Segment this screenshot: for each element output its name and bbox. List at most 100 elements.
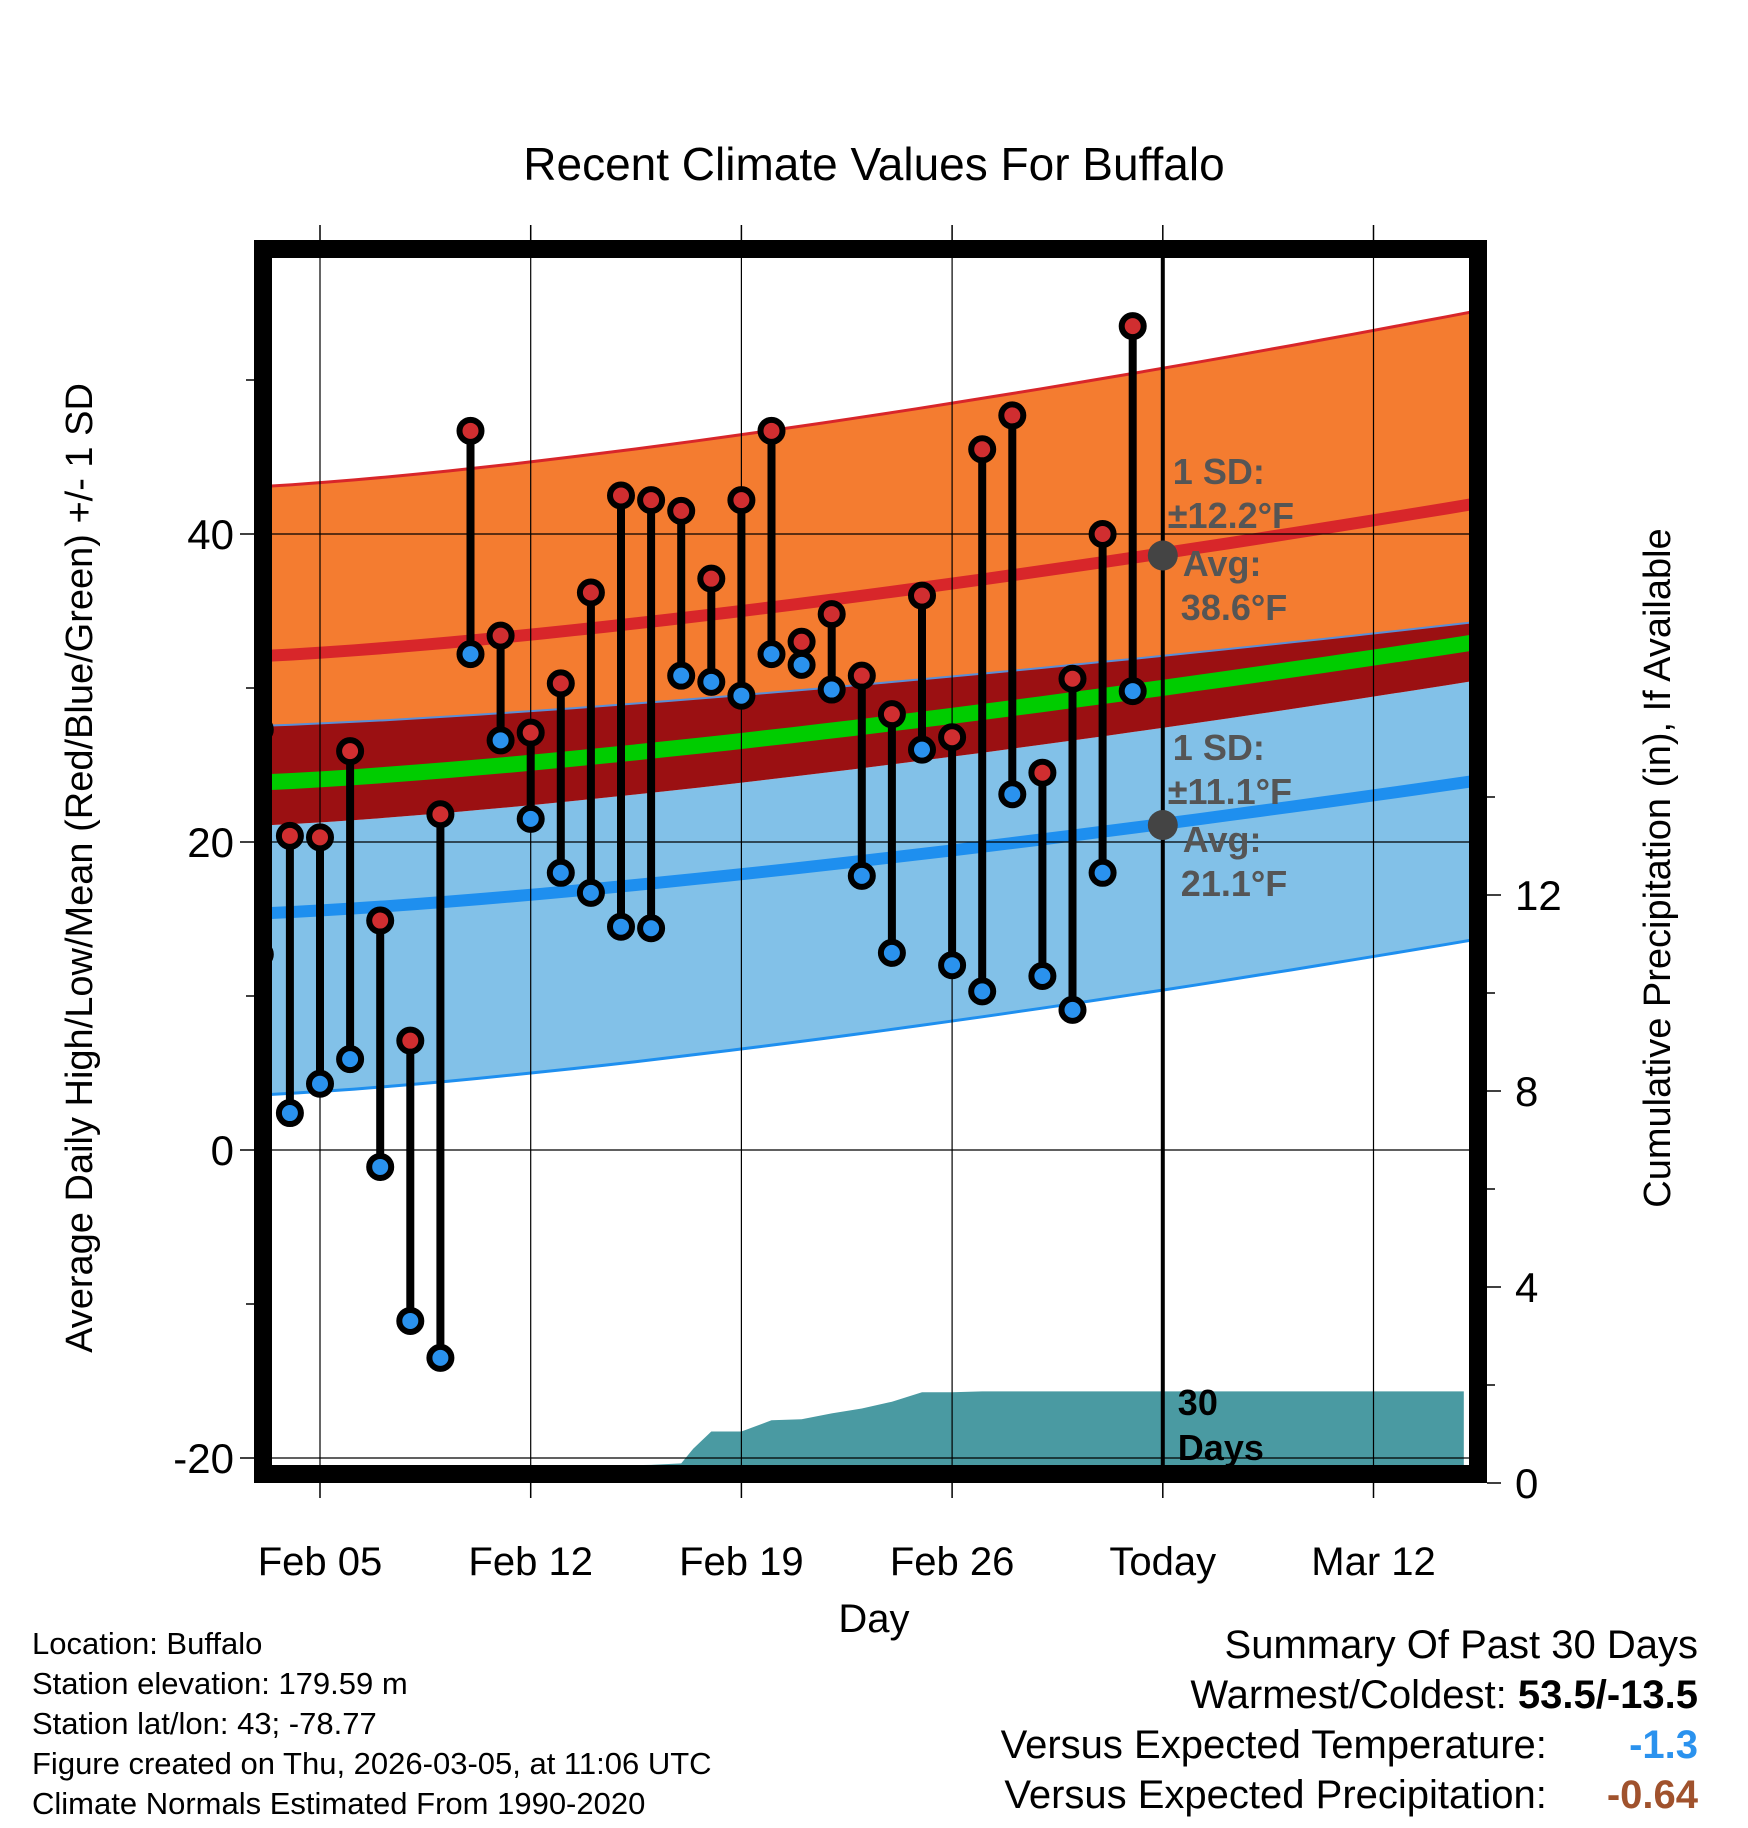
daily-high-point xyxy=(306,823,334,852)
latlon-text: Station lat/lon: 43; -78.77 xyxy=(32,1706,377,1741)
daily-high-point xyxy=(697,564,726,593)
high-avg-value: 38.6°F xyxy=(1181,587,1287,628)
normal-mean-line xyxy=(263,633,1478,791)
daily-high-point xyxy=(817,600,846,629)
y-tick-label-right: 4 xyxy=(1515,1264,1538,1311)
daily-low-point xyxy=(908,735,936,764)
daily-high-point xyxy=(938,723,967,752)
y-tick-label-left: 20 xyxy=(187,819,234,866)
low-sd-value: ±11.1°F xyxy=(1168,771,1292,812)
daily-high-point xyxy=(1028,758,1057,787)
daily-low-point xyxy=(275,1099,304,1128)
daily-low-point xyxy=(1058,995,1087,1024)
temp-value: -1.3 xyxy=(1629,1723,1698,1767)
low-avg-marker xyxy=(1147,810,1178,841)
plot-frame xyxy=(254,240,1487,1483)
normals-text: Climate Normals Estimated From 1990-2020 xyxy=(32,1786,646,1821)
daily-low-point xyxy=(1028,961,1057,990)
precip-label: Versus Expected Precipitation: xyxy=(1004,1773,1547,1817)
plot-area: -20 0 20 40 0 4 8 12 Feb 05 Feb 12 Feb 19 Feb 26 Tod… xyxy=(173,225,1562,1584)
summary-title: Summary Of Past 30 Days xyxy=(1224,1623,1698,1667)
summary-temp-row: Versus Expected Temperature: -1.3 xyxy=(1001,1720,1698,1770)
daily-high-point xyxy=(637,486,666,515)
daily-high-point xyxy=(787,627,816,656)
daily-high-point xyxy=(516,718,545,747)
daily-low-point xyxy=(396,1306,425,1335)
daily-high-point xyxy=(1088,520,1117,548)
daily-high-point xyxy=(847,661,876,690)
high-sd-value: ±12.2°F xyxy=(1168,495,1294,536)
daily-low-point xyxy=(968,977,997,1006)
warmest-label: Warmest/Coldest: xyxy=(1190,1673,1507,1717)
location-text: Location: Buffalo xyxy=(32,1626,263,1661)
y-axis-right-label: Cumulative Precipitation (in), If Availa… xyxy=(1637,528,1679,1207)
daily-high-point xyxy=(396,1026,425,1055)
y-tick-label-right: 0 xyxy=(1515,1460,1538,1507)
daily-low-point xyxy=(366,1152,395,1181)
x-tick-label: Feb 26 xyxy=(890,1540,1015,1584)
daily-low-point xyxy=(637,914,666,943)
daily-low-point xyxy=(516,804,545,833)
daily-high-point xyxy=(546,669,575,698)
x-axis-label: Day xyxy=(838,1597,909,1641)
normal-low-band xyxy=(263,680,1478,1095)
x-tick-label: Today xyxy=(1109,1540,1216,1584)
daily-high-point xyxy=(336,737,365,766)
y-tick-label-left: -20 xyxy=(173,1435,234,1482)
daily-high-point xyxy=(275,821,304,850)
summary-precip-row: Versus Expected Precipitation: -0.64 xyxy=(1001,1770,1698,1820)
temp-label: Versus Expected Temperature: xyxy=(1000,1723,1547,1767)
daily-low-point xyxy=(847,861,876,890)
y-tick-label-right: 12 xyxy=(1515,872,1562,919)
daily-high-point xyxy=(607,481,635,510)
daily-high-point xyxy=(877,700,906,729)
daily-high-point xyxy=(908,581,936,610)
daily-high-point xyxy=(1118,312,1147,341)
plot-inner xyxy=(263,249,1478,1474)
low-avg-value: 21.1°F xyxy=(1181,863,1287,904)
daily-high-point xyxy=(576,578,605,607)
low-sd-label: 1 SD: xyxy=(1173,727,1265,768)
station-info: Location: Buffalo Station elevation: 179… xyxy=(32,1624,712,1824)
x-tick-label: Mar 12 xyxy=(1311,1540,1436,1584)
high-avg-marker xyxy=(1147,540,1178,571)
daily-low-point xyxy=(877,938,906,967)
daily-low-point xyxy=(546,858,575,887)
normal-high-line xyxy=(263,497,1478,663)
daily-low-point xyxy=(426,1343,455,1372)
y-tick-label-left: 0 xyxy=(211,1127,234,1174)
daily-low-point xyxy=(787,650,816,679)
daily-high-point xyxy=(998,401,1027,430)
precip-value: -0.64 xyxy=(1606,1773,1698,1817)
days-count: 30 xyxy=(1178,1382,1218,1423)
high-avg-label: Avg: xyxy=(1183,543,1262,584)
daily-low-point xyxy=(1118,677,1147,706)
daily-low-point xyxy=(306,1069,334,1098)
high-band-upper-edge xyxy=(263,309,1478,488)
daily-high-point xyxy=(1058,664,1087,693)
days-label: Days xyxy=(1178,1427,1264,1468)
summary-panel: Summary Of Past 30 Days Warmest/Coldest:… xyxy=(1001,1620,1698,1820)
daily-low-point xyxy=(576,878,605,907)
daily-high-point xyxy=(426,800,455,829)
daily-high-point xyxy=(968,435,997,464)
daily-low-point xyxy=(336,1045,365,1074)
daily-low-point xyxy=(817,675,846,704)
daily-low-point xyxy=(727,681,756,710)
daily-high-point xyxy=(366,906,395,935)
elevation-text: Station elevation: 179.59 m xyxy=(32,1666,408,1701)
daily-high-point xyxy=(727,486,756,515)
daily-low-point xyxy=(667,661,696,690)
high-sd-label: 1 SD: xyxy=(1173,451,1265,492)
x-tick-label: Feb 12 xyxy=(468,1540,593,1584)
x-tick-label: Feb 05 xyxy=(258,1540,383,1584)
daily-low-point xyxy=(697,667,726,696)
daily-low-point xyxy=(456,640,485,669)
daily-low-point xyxy=(486,726,515,755)
daily-high-point xyxy=(757,416,786,445)
y-tick-label-right: 8 xyxy=(1515,1068,1538,1115)
daily-high-point xyxy=(486,621,515,650)
warmest-value: 53.5/-13.5 xyxy=(1517,1673,1698,1717)
y-axis-left-label: Average Daily High/Low/Mean (Red/Blue/Gr… xyxy=(59,383,101,1353)
